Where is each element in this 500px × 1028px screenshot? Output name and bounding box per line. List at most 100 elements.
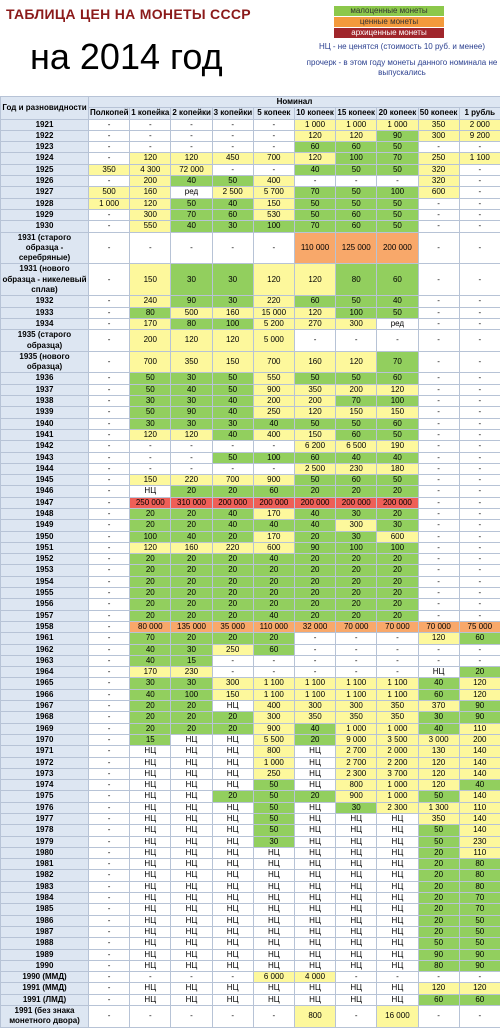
price-cell: - <box>459 486 500 497</box>
price-cell: - <box>418 429 459 440</box>
price-cell: НЦ <box>171 983 212 994</box>
column-header: 2 копейки <box>171 108 212 119</box>
price-cell: НЦ <box>377 938 418 949</box>
price-cell: НЦ <box>336 938 377 949</box>
price-cell: НЦ <box>336 915 377 926</box>
price-cell: 100 <box>336 153 377 164</box>
price-cell: - <box>459 542 500 553</box>
price-cell: 20 <box>171 486 212 497</box>
price-cell: 4 300 <box>130 164 171 175</box>
price-cell: - <box>89 318 130 329</box>
price-cell: - <box>171 463 212 474</box>
price-cell: - <box>89 757 130 768</box>
price-cell: 100 <box>212 318 253 329</box>
year-cell: 1954 <box>1 576 89 587</box>
price-cell: - <box>171 142 212 153</box>
price-cell: 230 <box>459 836 500 847</box>
price-cell: 120 <box>294 153 335 164</box>
header: ТАБЛИЦА ЦЕН НА МОНЕТЫ СССР на 2014 год м… <box>0 0 500 96</box>
price-cell: - <box>294 644 335 655</box>
price-cell: - <box>89 429 130 440</box>
price-cell: НЦ <box>130 757 171 768</box>
price-cell: - <box>459 554 500 565</box>
price-cell: НЦ <box>377 915 418 926</box>
year-cell: 1979 <box>1 836 89 847</box>
price-cell: 100 <box>377 542 418 553</box>
price-cell: НЦ <box>130 926 171 937</box>
price-cell: 50 <box>336 164 377 175</box>
price-cell: 60 <box>212 209 253 220</box>
price-cell: - <box>171 119 212 130</box>
price-cell: - <box>253 142 294 153</box>
note: НЦ - не ценятся (стоимость 10 руб. и мен… <box>304 42 500 52</box>
price-cell: - <box>459 452 500 463</box>
year-cell: 1929 <box>1 209 89 220</box>
price-cell: - <box>89 307 130 318</box>
price-cell: 40 <box>212 198 253 209</box>
price-cell: 50 <box>253 802 294 813</box>
price-cell: НЦ <box>377 814 418 825</box>
price-cell: 6 000 <box>253 972 294 983</box>
price-cell: НЦ <box>336 960 377 971</box>
price-cell: 20 <box>336 486 377 497</box>
price-cell: - <box>89 938 130 949</box>
price-cell: 20 <box>130 588 171 599</box>
price-cell: - <box>418 264 459 296</box>
price-cell: - <box>89 542 130 553</box>
price-cell: 50 <box>253 780 294 791</box>
price-cell: - <box>89 554 130 565</box>
price-cell: НЦ <box>336 870 377 881</box>
price-cell: 3 000 <box>418 734 459 745</box>
price-cell: - <box>377 330 418 352</box>
price-cell: - <box>418 407 459 418</box>
price-cell: - <box>89 870 130 881</box>
price-cell: - <box>459 209 500 220</box>
price-cell: 40 <box>294 723 335 734</box>
price-cell: НЦ <box>253 926 294 937</box>
price-cell: НЦ <box>171 938 212 949</box>
price-table: Год и разновидностиНоминалПолкопейки1 ко… <box>0 96 500 1028</box>
year-cell: 1956 <box>1 599 89 610</box>
price-cell: 30 <box>130 678 171 689</box>
price-cell: НЦ <box>294 881 335 892</box>
legend-item: малоценные монеты <box>334 6 444 16</box>
year-cell: 1922 <box>1 130 89 141</box>
price-cell: 550 <box>130 221 171 232</box>
year-cell: 1970 <box>1 734 89 745</box>
price-cell: 32 000 <box>294 621 335 632</box>
price-cell: НЦ <box>377 825 418 836</box>
price-cell: НЦ <box>171 746 212 757</box>
price-cell: 1 100 <box>294 678 335 689</box>
price-cell: 100 <box>130 531 171 542</box>
price-cell: - <box>253 130 294 141</box>
price-cell: 20 <box>336 576 377 587</box>
price-cell: 1 000 <box>336 723 377 734</box>
price-cell: - <box>89 881 130 892</box>
price-cell: 110 <box>459 847 500 858</box>
price-cell: 200 <box>130 176 171 187</box>
year-cell: 1941 <box>1 429 89 440</box>
price-cell: 110 000 <box>294 232 335 264</box>
price-cell: 20 <box>377 576 418 587</box>
price-cell: - <box>89 734 130 745</box>
price-cell: - <box>459 429 500 440</box>
price-cell: НЦ <box>212 757 253 768</box>
price-cell: 6 200 <box>294 441 335 452</box>
price-cell: 120 <box>130 429 171 440</box>
price-cell: - <box>89 633 130 644</box>
price-cell: 20 <box>294 486 335 497</box>
price-cell: 30 <box>212 264 253 296</box>
year-cell: 1947 <box>1 497 89 508</box>
price-cell: - <box>89 904 130 915</box>
price-cell: 1 000 <box>377 119 418 130</box>
price-cell: - <box>253 1006 294 1028</box>
price-cell: 20 <box>336 610 377 621</box>
price-cell: 30 <box>212 418 253 429</box>
table-row: 1931 (нового образца - никелевый сплав)-… <box>1 264 500 296</box>
